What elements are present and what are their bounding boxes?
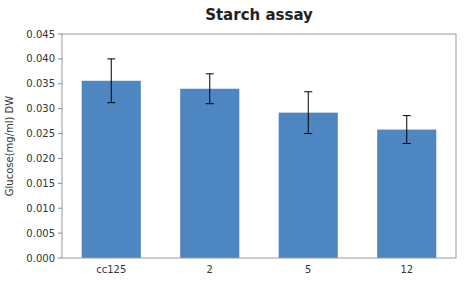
error-bar <box>304 92 312 134</box>
x-tick-label: 2 <box>207 264 213 275</box>
x-tick-label: cc125 <box>96 264 126 275</box>
chart-container: Starch assayGlucose(mg/ml) DW0.0000.0050… <box>0 0 468 284</box>
y-tick <box>58 108 62 109</box>
error-bar <box>403 116 411 144</box>
y-tick-label: 0.015 <box>26 178 55 189</box>
y-axis: 0.000 0.005 0.010 0.015 0.020 0.025 0.030 0.035… <box>26 29 62 264</box>
error-cap <box>304 91 312 92</box>
plot-frame <box>62 34 456 258</box>
y-tick-label: 0.040 <box>26 53 55 64</box>
error-line <box>308 92 309 134</box>
y-tick <box>58 58 62 59</box>
x-tick-label: 5 <box>305 264 311 275</box>
bar <box>279 113 338 258</box>
error-cap <box>206 73 214 74</box>
y-tick-label: 0.000 <box>26 253 55 264</box>
error-bar <box>107 59 115 103</box>
error-cap <box>403 115 411 116</box>
bar <box>377 130 436 258</box>
y-tick-label: 0.005 <box>26 228 55 239</box>
error-cap <box>107 102 115 103</box>
y-tick <box>58 158 62 159</box>
y-tick <box>58 133 62 134</box>
error-cap <box>107 58 115 59</box>
x-tick-label: 12 <box>400 264 413 275</box>
error-cap <box>304 133 312 134</box>
error-line <box>406 116 407 144</box>
y-tick-label: 0.025 <box>26 128 55 139</box>
y-tick <box>58 183 62 184</box>
error-line <box>209 74 210 104</box>
y-tick <box>58 34 62 35</box>
y-tick-label: 0.020 <box>26 153 55 164</box>
y-tick <box>58 208 62 209</box>
error-line <box>111 59 112 103</box>
y-axis-label: Glucose(mg/ml) DW <box>4 96 15 197</box>
y-tick <box>58 233 62 234</box>
x-axis: cc125 2 5 12 <box>96 264 413 275</box>
y-tick <box>58 258 62 259</box>
bar <box>180 89 239 258</box>
y-tick-label: 0.045 <box>26 29 55 40</box>
y-tick <box>58 83 62 84</box>
chart-title: Starch assay <box>205 6 313 24</box>
y-tick-label: 0.035 <box>26 78 55 89</box>
y-tick-label: 0.010 <box>26 203 55 214</box>
error-cap <box>403 143 411 144</box>
marks <box>82 59 437 258</box>
bar <box>82 81 141 258</box>
error-cap <box>206 103 214 104</box>
error-bar <box>206 74 214 104</box>
chart-svg: Starch assayGlucose(mg/ml) DW0.0000.0050… <box>0 0 468 284</box>
y-tick-label: 0.030 <box>26 103 55 114</box>
